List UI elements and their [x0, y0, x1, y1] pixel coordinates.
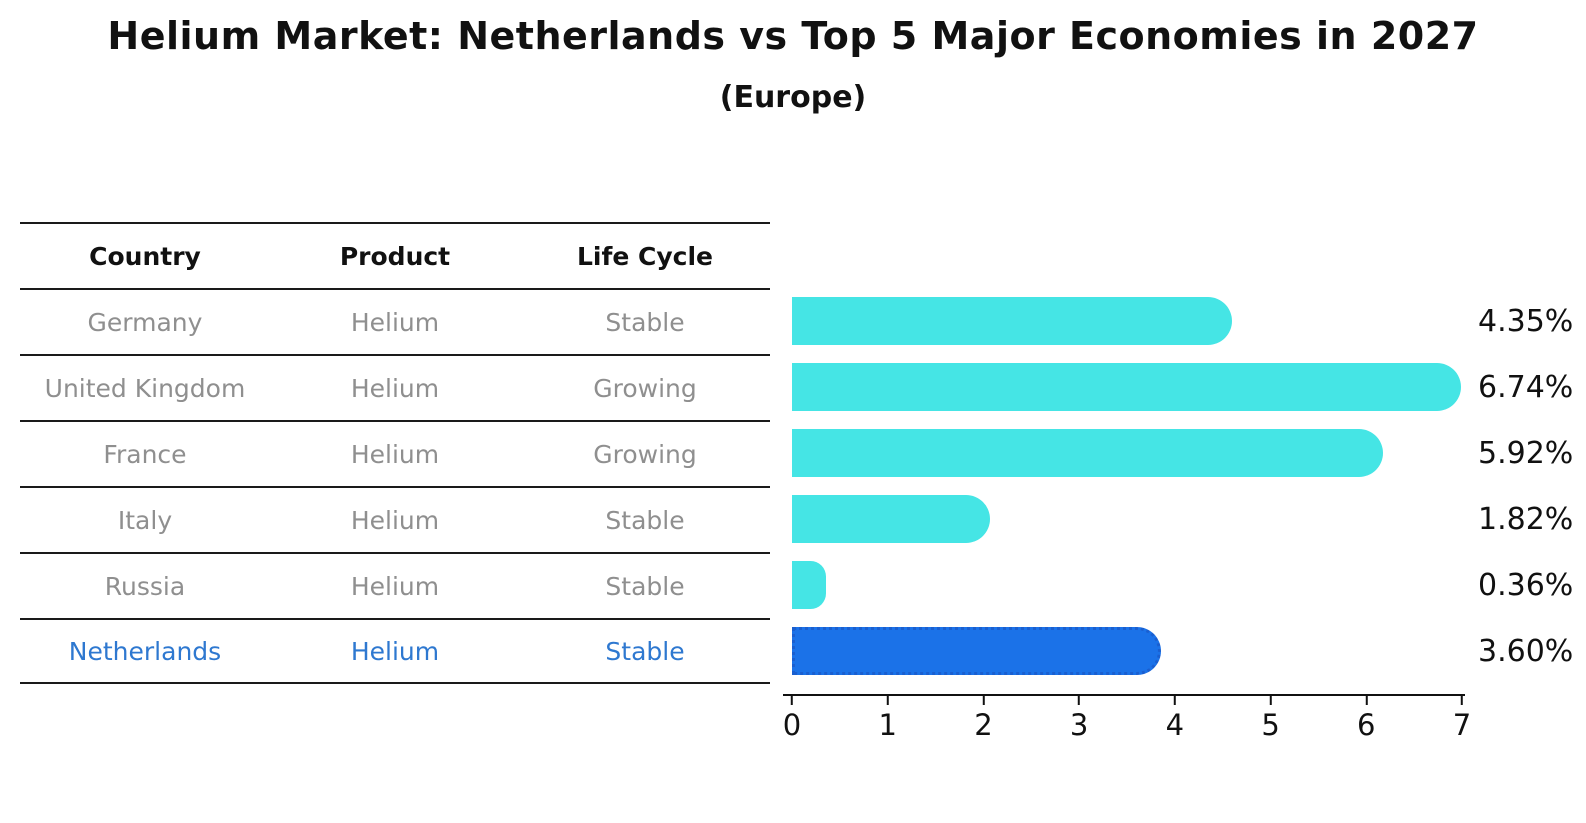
bar-netherlands-highlighted — [792, 627, 1161, 675]
cell-life-cycle: Growing — [593, 373, 697, 403]
cell-country: Netherlands — [68, 636, 222, 666]
tick-label: 7 — [1452, 708, 1472, 742]
chart-subtitle: (Europe) — [719, 80, 867, 115]
tick-mark — [1365, 696, 1368, 705]
bar-italy — [792, 495, 991, 543]
table-header-row: Country Product Life Cycle — [20, 222, 770, 288]
tick-mark — [886, 696, 889, 705]
bar-value-label: 4.35% — [1478, 303, 1574, 339]
x-axis-tick-2: 2 — [974, 696, 993, 742]
table-row-italy: Italy Helium Stable — [20, 486, 770, 552]
bar-plot-area — [792, 288, 1462, 684]
bar-row — [792, 420, 1462, 486]
cell-country: Russia — [104, 571, 186, 601]
x-axis-tick-0: 0 — [783, 696, 801, 742]
cell-country: United Kingdom — [44, 373, 246, 403]
bar-united-kingdom — [792, 363, 1462, 411]
table-row-russia: Russia Helium Stable — [20, 552, 770, 618]
bar-value-label: 6.74% — [1478, 369, 1574, 405]
cell-product: Helium — [350, 439, 440, 469]
x-axis-tick-4: 4 — [1166, 696, 1184, 742]
tick-mark — [790, 696, 793, 705]
tick-mark — [982, 696, 985, 705]
table-row-netherlands-highlighted: Netherlands Helium Stable — [20, 618, 770, 684]
comparison-table: Country Product Life Cycle Germany Heliu… — [20, 222, 770, 684]
bar-value-label: 0.36% — [1478, 567, 1574, 603]
cell-country: Germany — [87, 307, 203, 337]
table-row-france: France Helium Growing — [20, 420, 770, 486]
bar-row — [792, 486, 1462, 552]
cell-product: Helium — [350, 636, 440, 666]
tick-label: 1 — [878, 708, 897, 742]
cell-country: France — [103, 439, 187, 469]
tick-label: 0 — [782, 708, 802, 742]
bar-value-label: 3.60% — [1478, 633, 1574, 669]
cell-life-cycle: Stable — [605, 571, 685, 601]
tick-label: 5 — [1261, 708, 1280, 742]
table-row-germany: Germany Helium Stable — [20, 288, 770, 354]
cell-life-cycle: Stable — [605, 636, 685, 666]
tick-label: 2 — [974, 708, 993, 742]
bar-value-label: 1.82% — [1478, 501, 1574, 537]
tick-label: 6 — [1357, 708, 1376, 742]
x-axis-ticks: 0 1 2 3 4 5 6 7 — [783, 696, 1471, 746]
table-header-life-cycle: Life Cycle — [576, 241, 714, 271]
bar-value-labels: 4.35% 6.74% 5.92% 1.82% 0.36% 3.60% — [1478, 288, 1573, 684]
x-axis-tick-6: 6 — [1357, 696, 1376, 742]
table-header-country: Country — [89, 241, 201, 271]
cell-country: Italy — [117, 505, 173, 535]
x-axis-tick-5: 5 — [1261, 696, 1280, 742]
cell-life-cycle: Stable — [605, 307, 685, 337]
bar-russia — [792, 561, 827, 609]
tick-mark — [1078, 696, 1081, 705]
chart-title: Helium Market: Netherlands vs Top 5 Majo… — [107, 14, 1479, 58]
x-axis-tick-3: 3 — [1070, 696, 1088, 742]
cell-life-cycle: Growing — [593, 439, 697, 469]
x-axis-tick-7: 7 — [1453, 696, 1471, 742]
cell-product: Helium — [350, 505, 440, 535]
x-axis-line — [783, 694, 1465, 696]
tick-label: 4 — [1165, 708, 1185, 742]
bar-value-label: 5.92% — [1478, 435, 1574, 471]
tick-label: 3 — [1069, 708, 1089, 742]
bar-germany — [792, 297, 1233, 345]
tick-mark — [1173, 696, 1176, 705]
table-row-united-kingdom: United Kingdom Helium Growing — [20, 354, 770, 420]
bar-row — [792, 288, 1462, 354]
bar-row — [792, 552, 1462, 618]
cell-product: Helium — [350, 373, 440, 403]
cell-product: Helium — [350, 571, 440, 601]
cell-life-cycle: Stable — [605, 505, 685, 535]
bar-france — [792, 429, 1383, 477]
cell-product: Helium — [350, 307, 440, 337]
table-header-product: Product — [339, 241, 451, 271]
bar-row — [792, 618, 1462, 684]
x-axis-tick-1: 1 — [878, 696, 897, 742]
bar-row — [792, 354, 1462, 420]
tick-mark — [1460, 696, 1463, 705]
tick-mark — [1269, 696, 1272, 705]
